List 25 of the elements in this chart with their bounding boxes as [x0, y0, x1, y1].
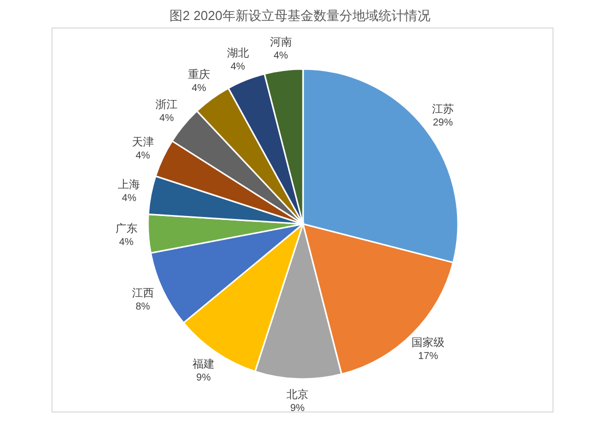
slice-label: 江苏 [432, 102, 454, 116]
chart-title: 图2 2020年新设立母基金数量分地域统计情况 [170, 8, 430, 23]
data-label: 9% [290, 402, 305, 414]
slice-label: 江西 [132, 287, 154, 300]
slice-label: 湖北 [226, 46, 249, 60]
slice-label: 北京 [286, 388, 308, 401]
data-label: 4% [122, 192, 136, 204]
data-label: 4% [136, 150, 150, 162]
data-label: 9% [196, 372, 211, 384]
data-label: 4% [192, 82, 206, 94]
slice-label: 河南 [270, 35, 292, 48]
data-label: 17% [418, 351, 438, 362]
slice-label: 国家级 [412, 336, 445, 350]
data-label: 4% [159, 113, 174, 124]
slice-label: 天津 [132, 136, 154, 149]
slice-label: 福建 [192, 357, 215, 370]
slice-label: 重庆 [188, 68, 210, 81]
slice-label: 上海 [118, 178, 140, 191]
data-label: 29% [432, 118, 453, 129]
slice-label: 广东 [115, 222, 138, 236]
data-label: 4% [230, 61, 246, 72]
data-label: 4% [119, 237, 134, 248]
data-label: 8% [136, 301, 150, 312]
data-label: 4% [274, 50, 288, 62]
slice-label: 浙江 [156, 98, 178, 112]
